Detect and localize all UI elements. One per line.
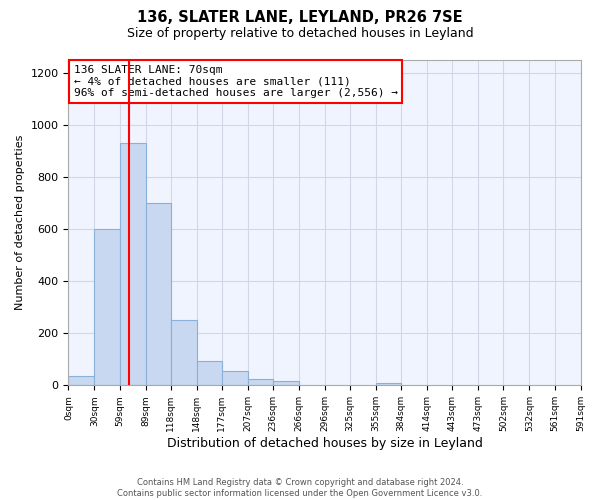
Bar xyxy=(273,380,299,386)
Bar xyxy=(68,376,94,386)
Text: Size of property relative to detached houses in Leyland: Size of property relative to detached ho… xyxy=(127,28,473,40)
Bar xyxy=(222,371,248,386)
Text: Contains HM Land Registry data © Crown copyright and database right 2024.
Contai: Contains HM Land Registry data © Crown c… xyxy=(118,478,482,498)
Bar xyxy=(376,382,401,386)
X-axis label: Distribution of detached houses by size in Leyland: Distribution of detached houses by size … xyxy=(167,437,482,450)
Bar xyxy=(146,203,170,386)
Bar xyxy=(119,144,146,386)
Bar xyxy=(170,320,197,386)
Bar xyxy=(248,379,273,386)
Bar xyxy=(94,229,119,386)
Bar xyxy=(197,360,222,386)
Text: 136 SLATER LANE: 70sqm
← 4% of detached houses are smaller (111)
96% of semi-det: 136 SLATER LANE: 70sqm ← 4% of detached … xyxy=(74,65,398,98)
Text: 136, SLATER LANE, LEYLAND, PR26 7SE: 136, SLATER LANE, LEYLAND, PR26 7SE xyxy=(137,10,463,25)
Y-axis label: Number of detached properties: Number of detached properties xyxy=(15,135,25,310)
